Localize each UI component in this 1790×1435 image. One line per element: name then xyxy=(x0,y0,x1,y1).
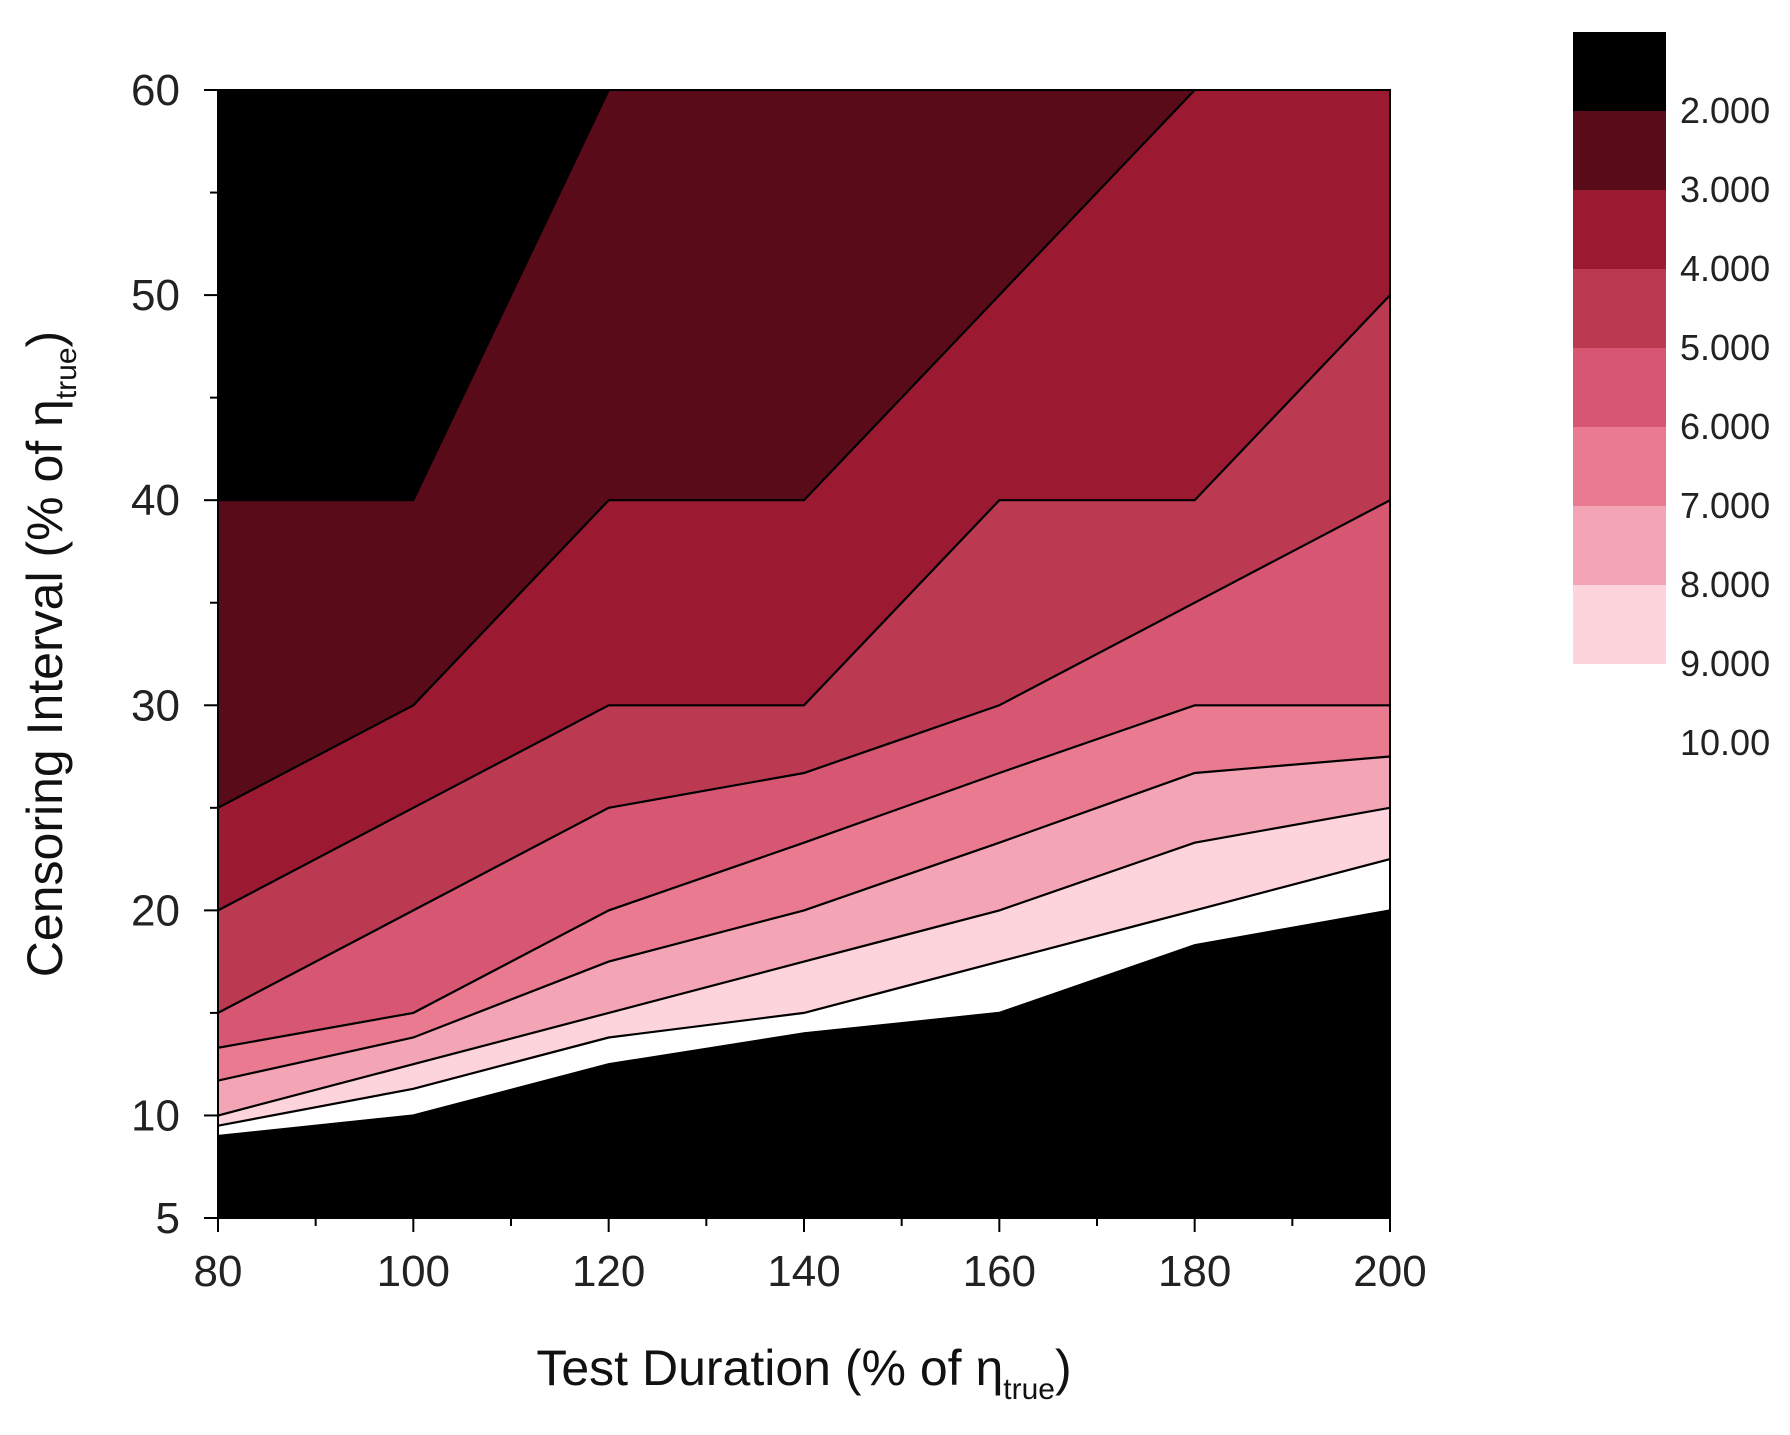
y-tick-label: 60 xyxy=(131,66,180,115)
legend-label: 4.000 xyxy=(1680,248,1770,289)
legend-swatch xyxy=(1573,585,1666,665)
legend-label: 5.000 xyxy=(1680,327,1770,368)
legend-swatch xyxy=(1573,111,1666,191)
legend-swatch xyxy=(1573,506,1666,586)
legend-swatch xyxy=(1573,269,1666,349)
contour-line-8 xyxy=(218,806,1390,1117)
y-tick-label: 50 xyxy=(131,271,180,320)
legend-swatch xyxy=(1573,32,1666,112)
contour-line-2 xyxy=(218,90,610,502)
contour-lines xyxy=(218,90,1390,1138)
legend-label: 9.000 xyxy=(1680,643,1770,684)
legend-label: 8.000 xyxy=(1680,564,1770,605)
x-tick-label: 80 xyxy=(194,1247,243,1296)
y-axis-title: Censoring Interval (% of ηtrue) xyxy=(17,331,83,977)
y-tick-label: 40 xyxy=(131,476,180,525)
x-axis: 80 100 120 140 160 180 200 xyxy=(194,1218,1427,1296)
legend-swatch xyxy=(1573,664,1666,744)
legend-label: 7.000 xyxy=(1680,485,1770,526)
contour-line-4 xyxy=(218,294,1390,912)
contour-line-9 xyxy=(218,858,1390,1127)
x-tick-label: 160 xyxy=(963,1247,1036,1296)
contour-bands xyxy=(218,90,1390,1218)
x-tick-label: 200 xyxy=(1353,1247,1426,1296)
legend-swatch xyxy=(1573,427,1666,507)
legend-label: 10.00 xyxy=(1680,722,1770,763)
y-tick-label: 30 xyxy=(131,681,180,730)
y-tick-label: 20 xyxy=(131,886,180,935)
legend-swatch xyxy=(1573,348,1666,428)
contour-line-5 xyxy=(218,499,1390,1014)
y-axis: 5 10 20 30 40 50 60 xyxy=(131,66,218,1243)
color-legend: 2.000 3.000 4.000 5.000 6.000 7.000 8.000 9.000… xyxy=(1573,32,1770,763)
legend-swatch xyxy=(1573,190,1666,270)
contour-line-10 xyxy=(218,909,1390,1138)
legend-label: 3.000 xyxy=(1680,169,1770,210)
y-tick-label: 5 xyxy=(156,1194,180,1243)
contour-line-3 xyxy=(218,90,1196,809)
x-tick-label: 180 xyxy=(1158,1247,1231,1296)
x-tick-label: 120 xyxy=(572,1247,645,1296)
x-tick-label: 140 xyxy=(767,1247,840,1296)
y-tick-label: 10 xyxy=(131,1091,180,1140)
x-axis-title: Test Duration (% of ηtrue) xyxy=(536,1340,1071,1406)
contour-line-6 xyxy=(218,704,1390,1049)
legend-label: 6.000 xyxy=(1680,406,1770,447)
band-fill-9 xyxy=(218,910,1390,1218)
legend-label: 2.000 xyxy=(1680,90,1770,131)
contour-line-7 xyxy=(218,755,1390,1082)
x-tick-label: 100 xyxy=(377,1247,450,1296)
